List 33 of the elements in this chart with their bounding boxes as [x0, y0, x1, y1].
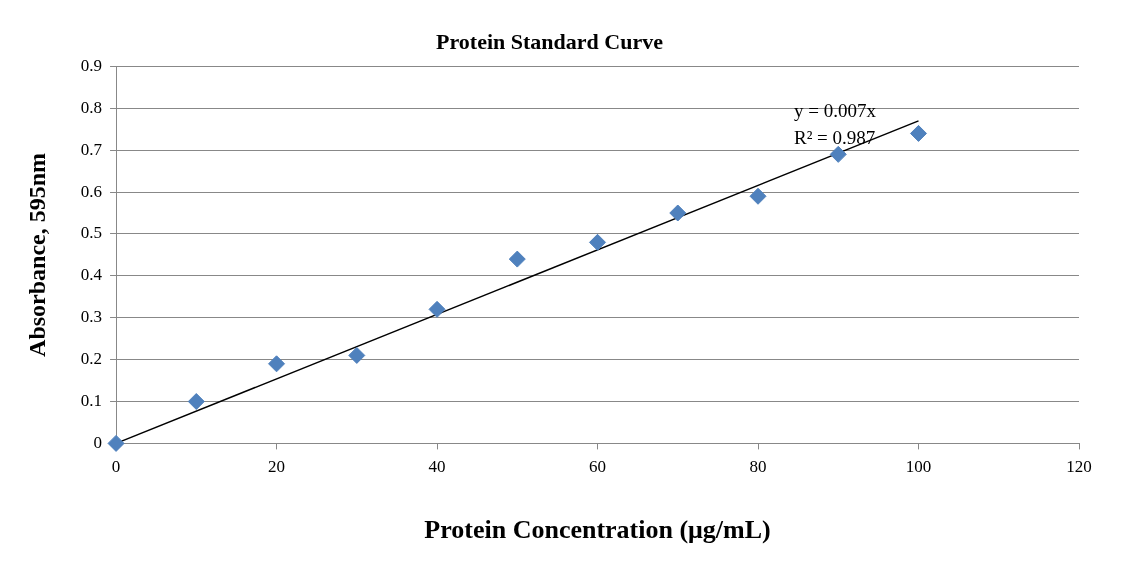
y-tick-label: 0.3 — [80, 307, 103, 327]
y-tick-label: 0 — [93, 432, 103, 452]
y-tick-label: 0.9 — [80, 55, 103, 75]
annotation: y = 0.007x — [794, 99, 877, 121]
point — [428, 300, 446, 318]
chart-title: Protein Standard Curve — [436, 28, 664, 54]
y-tick-label: 0.6 — [80, 181, 103, 201]
point — [187, 393, 205, 411]
y-tick-label: 0.1 — [80, 390, 103, 410]
y-tick-label: 0.4 — [80, 265, 103, 285]
point — [669, 204, 687, 222]
point — [107, 434, 125, 452]
y-axis-title: Absorbance, 595nm — [23, 152, 50, 357]
y-tick-label: 0.8 — [80, 97, 103, 117]
x-tick-label: 120 — [1066, 457, 1092, 477]
point — [268, 355, 286, 373]
annotation: R² = 0.987 — [794, 126, 876, 148]
x-tick-label: 0 — [111, 457, 121, 477]
point — [508, 250, 526, 268]
x-axis-title: Protein Concentration (μg/mL) — [424, 515, 771, 545]
y-tick-label: 0.5 — [80, 223, 103, 243]
point — [589, 233, 607, 251]
point — [749, 187, 767, 205]
x-tick-label: 80 — [749, 457, 767, 477]
x-tick-label: 60 — [589, 457, 607, 477]
y-tick-label: 0.7 — [80, 139, 103, 159]
y-tick-label: 0.2 — [80, 349, 103, 369]
point — [829, 145, 847, 163]
x-tick-label: 40 — [428, 457, 446, 477]
x-tick-label: 100 — [905, 457, 932, 477]
x-tick-label: 20 — [268, 457, 286, 477]
point — [348, 346, 366, 364]
point — [910, 124, 928, 142]
